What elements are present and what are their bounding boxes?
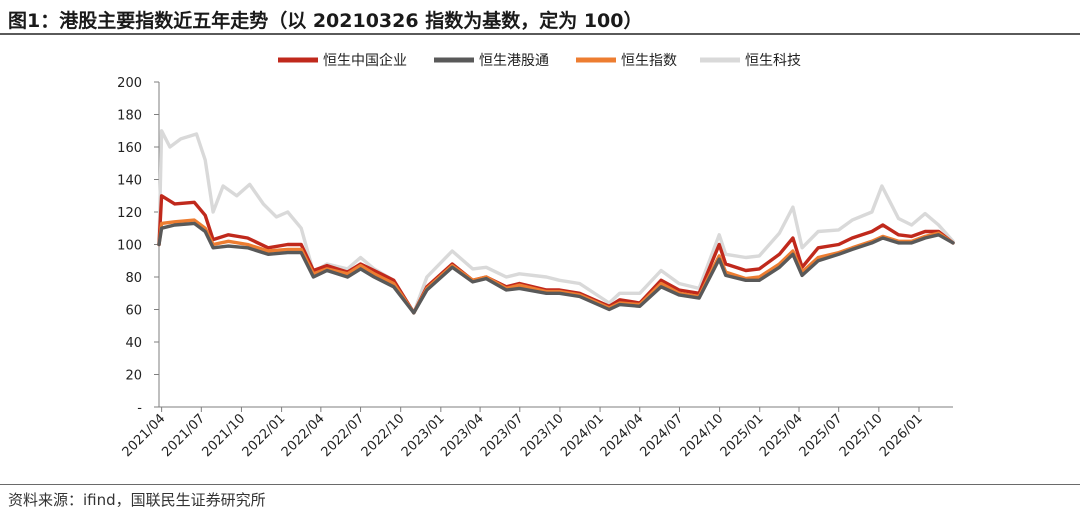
- chart-title: 图1：港股主要指数近五年走势（以 20210326 指数为基数，定为 100）: [8, 10, 643, 32]
- x-tick-label: 2022/04: [279, 411, 328, 460]
- x-tick-label: 2021/10: [199, 411, 248, 460]
- y-tick-label: 40: [125, 336, 142, 351]
- series-line-1: [157, 221, 955, 315]
- legend-label: 恒生科技: [745, 53, 801, 69]
- x-tick-label: 2024/01: [558, 411, 607, 460]
- x-tick-label: 2024/10: [678, 411, 727, 460]
- legend-label: 恒生港股通: [479, 53, 549, 69]
- line-chart: 恒生中国企业 恒生港股通 恒生指数 恒生科技 - 20 40 60 80 100 120 140 16…: [117, 52, 955, 460]
- x-tick-label: 2022/07: [319, 411, 368, 460]
- x-tick-label: 2023/04: [438, 411, 487, 460]
- y-axis: - 20 40 60 80 100 120 140 160 180 200: [117, 76, 160, 416]
- x-tick-label: 2024/04: [598, 411, 647, 460]
- x-tick-label: 2026/01: [877, 411, 926, 460]
- x-axis: 2021/042021/072021/102022/012022/042022/…: [120, 406, 953, 460]
- y-tick-label: 20: [125, 369, 142, 384]
- legend-label: 恒生中国企业: [323, 52, 407, 69]
- x-tick-label: 2025/07: [797, 411, 846, 460]
- x-tick-label: 2022/10: [359, 411, 408, 460]
- series-lines: [157, 129, 955, 315]
- y-tick-label: 80: [125, 271, 142, 286]
- x-tick-label: 2025/10: [837, 411, 886, 460]
- series-line-3: [157, 129, 955, 315]
- x-tick-label: 2025/04: [757, 411, 806, 460]
- legend-label: 恒生指数: [621, 53, 677, 69]
- y-tick-label: -: [137, 401, 142, 416]
- series-line-2: [157, 218, 955, 315]
- source-divider: [0, 484, 1080, 485]
- x-tick-label: 2023/07: [478, 411, 527, 460]
- y-tick-label: 120: [117, 206, 142, 221]
- y-tick-label: 140: [117, 174, 142, 189]
- title-divider: [0, 33, 1080, 35]
- legend: 恒生中国企业 恒生港股通 恒生指数 恒生科技: [278, 52, 801, 69]
- x-tick-label: 2021/04: [120, 411, 169, 460]
- y-tick-label: 180: [117, 109, 142, 124]
- source-note: 资料来源：ifind，国联民生证券研究所: [8, 491, 266, 509]
- x-tick-label: 2024/07: [637, 411, 686, 460]
- y-tick-label: 200: [117, 76, 142, 91]
- y-tick-label: 160: [117, 141, 142, 156]
- x-tick-label: 2023/10: [518, 411, 567, 460]
- x-tick-label: 2021/07: [159, 411, 208, 460]
- y-tick-label: 60: [125, 304, 142, 319]
- y-tick-label: 100: [117, 239, 142, 254]
